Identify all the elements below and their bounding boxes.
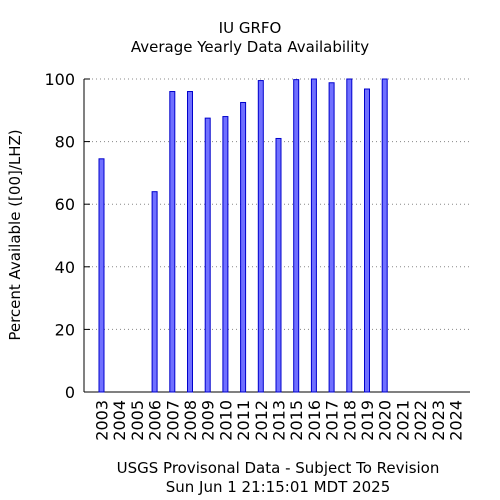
- bar: [187, 91, 193, 393]
- x-tick-label: 2021: [393, 400, 412, 441]
- x-tick-label: 2017: [323, 400, 342, 441]
- x-tick-label: 2009: [199, 400, 218, 441]
- x-tick-label: 2003: [93, 400, 112, 441]
- bar: [98, 158, 105, 393]
- x-tick-label: 2007: [163, 400, 182, 441]
- bar: [328, 82, 335, 393]
- x-tick-label: 2008: [181, 400, 200, 441]
- bar: [310, 78, 317, 393]
- y-tick-label: 60: [55, 195, 75, 214]
- x-tick-label: 2016: [305, 400, 324, 441]
- bar: [204, 117, 211, 393]
- x-tick-label: 2011: [234, 400, 253, 441]
- bar: [151, 191, 158, 393]
- x-tick-label: 2020: [376, 400, 395, 441]
- chart-subtitle: Average Yearly Data Availability: [130, 38, 370, 56]
- bar: [169, 91, 176, 393]
- bar: [346, 78, 353, 393]
- x-tick-label: 2018: [340, 400, 359, 441]
- x-tick-label: 2022: [411, 400, 430, 441]
- bar: [275, 137, 282, 393]
- x-tick-label: 2015: [287, 400, 306, 441]
- chart-title: IU GRFO: [218, 19, 282, 37]
- x-tick-label: 2024: [447, 400, 466, 441]
- bar: [381, 78, 388, 393]
- bar: [364, 88, 370, 393]
- x-tick-label: 2013: [270, 400, 289, 441]
- y-tick-label: 0: [65, 383, 75, 402]
- y-tick-label: 80: [55, 133, 75, 152]
- bar: [293, 79, 300, 393]
- bar: [257, 80, 264, 393]
- x-tick-label: 2019: [358, 400, 377, 441]
- bar: [240, 101, 247, 393]
- footer-line-2: Sun Jun 1 21:15:01 MDT 2025: [165, 478, 391, 496]
- x-tick-label: 2023: [429, 400, 448, 441]
- y-tick-label: 20: [55, 320, 75, 339]
- x-tick-label: 2010: [216, 400, 235, 441]
- x-tick-label: 2005: [128, 400, 147, 441]
- y-tick-label: 40: [55, 258, 75, 277]
- y-tick-label: 100: [44, 70, 75, 89]
- x-tick-label: 2004: [110, 400, 129, 441]
- x-tick-label: 2012: [252, 400, 271, 441]
- bar: [222, 116, 229, 393]
- footer-line-1: USGS Provisonal Data - Subject To Revisi…: [116, 459, 440, 477]
- x-tick-label: 2006: [146, 400, 165, 441]
